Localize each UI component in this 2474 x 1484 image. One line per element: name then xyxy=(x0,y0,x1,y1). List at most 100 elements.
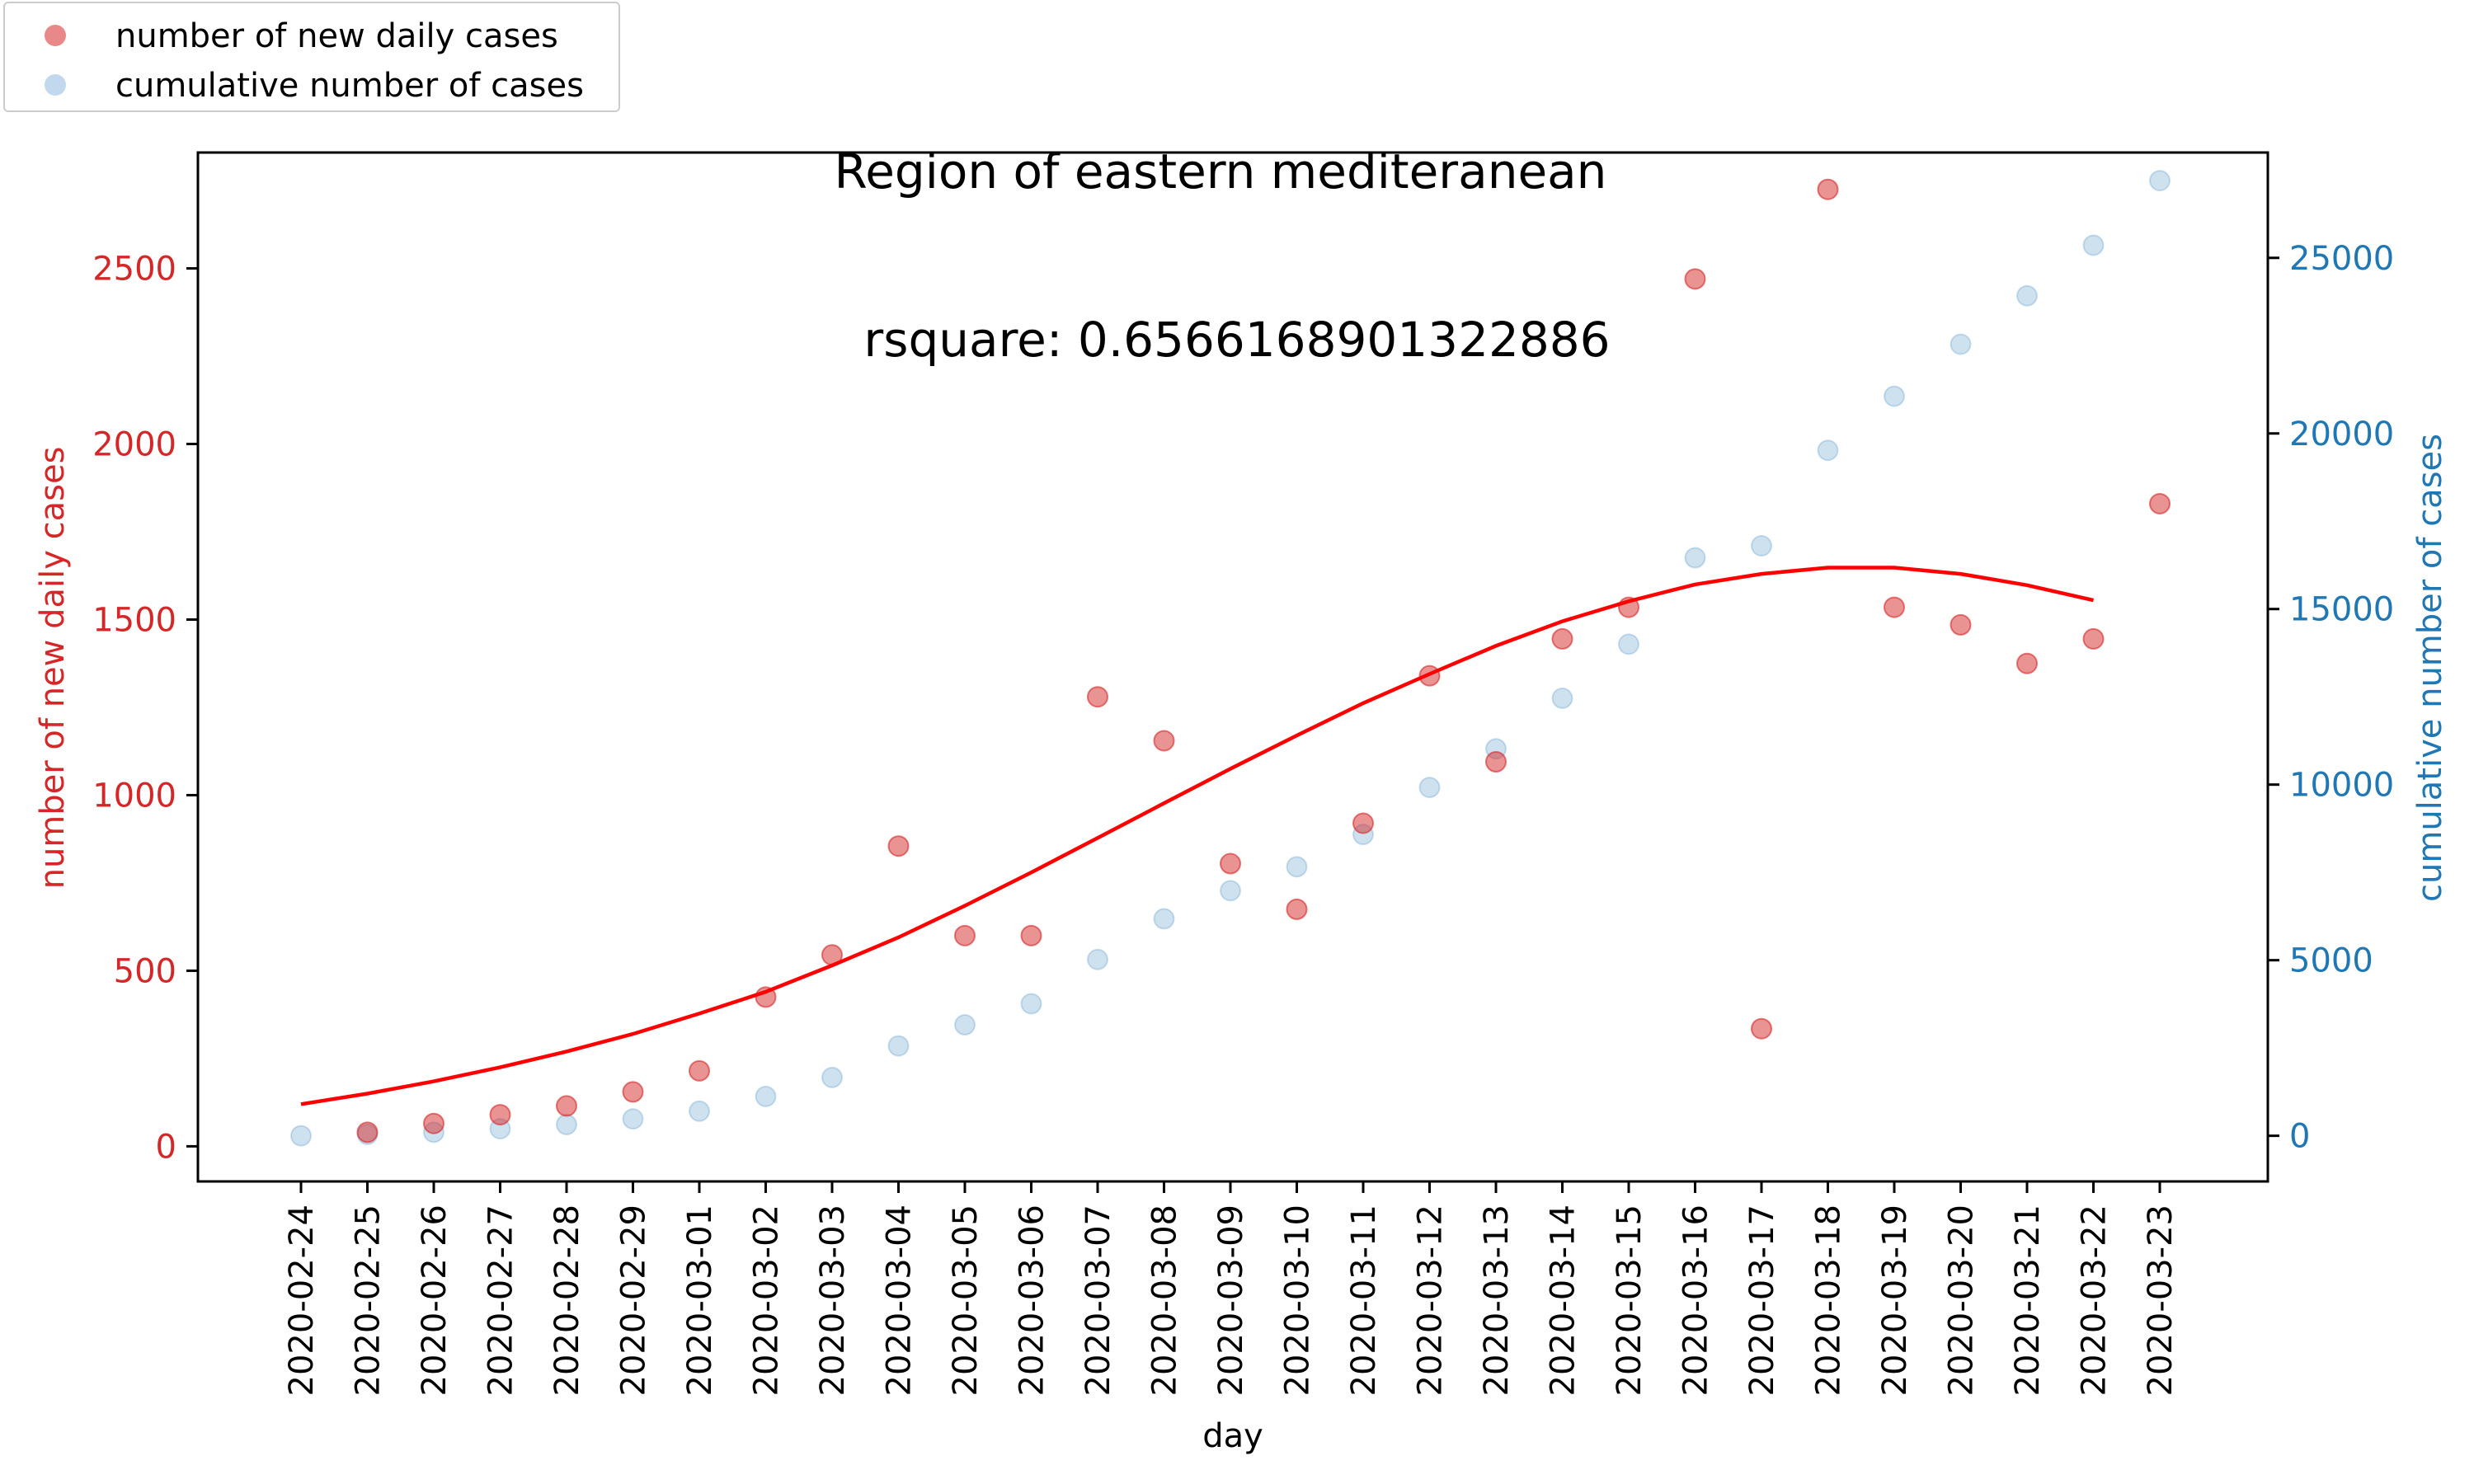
new-cases-point xyxy=(2082,627,2105,650)
new-cases-point xyxy=(556,1095,577,1117)
right-tick-label: 5000 xyxy=(2289,942,2373,980)
x-tick-label: 2020-03-14 xyxy=(1545,1205,1583,1396)
right-axis-ticks: 0 5000 10000 15000 20000 25000 xyxy=(2268,240,2394,1156)
x-tick-label: 2020-02-24 xyxy=(283,1205,321,1396)
cumulative-point xyxy=(821,1066,843,1088)
x-tick-label: 2020-03-07 xyxy=(1079,1205,1117,1396)
cumulative-point xyxy=(2016,284,2038,307)
cumulative-point xyxy=(1950,333,1972,355)
cumulative-point xyxy=(1817,439,1839,462)
new-cases-point xyxy=(1286,898,1308,920)
x-tick-label: 2020-02-28 xyxy=(548,1205,586,1396)
legend-marker-cumulative xyxy=(45,74,66,96)
left-axis-label: number of new daily cases xyxy=(34,447,72,890)
cumulative-point xyxy=(2149,170,2171,192)
x-tick-label: 2020-02-25 xyxy=(350,1205,388,1396)
cumulative-point xyxy=(1684,547,1706,569)
x-tick-label: 2020-03-21 xyxy=(2009,1205,2047,1396)
new-cases-point xyxy=(1684,268,1706,290)
x-tick-label: 2020-03-06 xyxy=(1014,1205,1051,1396)
left-axis-ticks: 0 500 1000 1500 2000 2500 xyxy=(92,251,198,1166)
cumulative-point xyxy=(290,1125,312,1147)
x-tick-label: 2020-02-26 xyxy=(416,1205,454,1396)
new-cases-point xyxy=(1352,812,1374,834)
cumulative-point xyxy=(2082,234,2105,256)
cumulative-point xyxy=(1286,856,1308,878)
cumulative-point xyxy=(1751,535,1772,557)
new-cases-point xyxy=(954,924,976,946)
new-cases-point xyxy=(622,1081,644,1103)
right-tick-label: 20000 xyxy=(2289,416,2394,453)
new-cases-point xyxy=(356,1121,379,1144)
new-cases-point xyxy=(1020,924,1042,946)
legend-label-cumulative: cumulative number of cases xyxy=(115,67,584,105)
chart-title-line-1: Region of eastern mediteranean xyxy=(834,143,1607,200)
new-cases-point xyxy=(1884,596,1905,618)
plot-frame xyxy=(196,151,2269,1183)
cumulative-point xyxy=(1884,385,1905,407)
cumulative-point xyxy=(1153,908,1175,930)
x-tick-label: 2020-03-13 xyxy=(1478,1205,1516,1396)
x-tick-label: 2020-03-19 xyxy=(1876,1205,1914,1396)
new-cases-point xyxy=(2016,652,2038,674)
left-tick-label: 0 xyxy=(156,1128,176,1166)
new-cases-point xyxy=(1751,1017,1772,1040)
x-tick-label: 2020-03-23 xyxy=(2142,1205,2180,1396)
legend-item-new-cases: number of new daily cases xyxy=(5,15,615,56)
x-tick-label: 2020-02-29 xyxy=(615,1205,653,1396)
cumulative-point xyxy=(556,1113,577,1135)
new-cases-point xyxy=(2149,492,2171,514)
x-axis-ticks: 2020-02-24 2020-02-25 2020-02-26 2020-02-27… xyxy=(283,1181,2180,1396)
cumulative-point xyxy=(689,1100,710,1122)
new-cases-point xyxy=(1485,751,1507,773)
chart-title: Region of eastern mediteranean rsquare: … xyxy=(808,31,1633,424)
cumulative-point xyxy=(1220,880,1241,902)
x-tick-label: 2020-03-18 xyxy=(1810,1205,1848,1396)
x-tick-label: 2020-03-04 xyxy=(881,1205,919,1396)
x-tick-label: 2020-03-20 xyxy=(1943,1205,1981,1396)
cumulative-point xyxy=(1551,687,1573,709)
new-cases-point xyxy=(489,1104,511,1126)
new-cases-point xyxy=(887,835,910,857)
right-tick-label: 0 xyxy=(2289,1118,2310,1156)
cumulative-point xyxy=(1020,993,1042,1015)
left-tick-label: 1500 xyxy=(92,601,176,639)
cumulative-point xyxy=(622,1108,644,1130)
x-tick-label: 2020-03-16 xyxy=(1677,1205,1715,1396)
right-tick-label: 15000 xyxy=(2289,591,2394,629)
x-tick-label: 2020-03-08 xyxy=(1146,1205,1184,1396)
left-tick-label: 2500 xyxy=(92,251,176,289)
cumulative-point xyxy=(954,1014,976,1036)
legend: number of new daily cases cumulative num… xyxy=(3,2,620,112)
fit-curve xyxy=(300,566,2094,1106)
x-tick-label: 2020-03-03 xyxy=(814,1205,852,1396)
cumulative-point xyxy=(755,1085,777,1107)
legend-label-new-cases: number of new daily cases xyxy=(115,17,558,55)
x-tick-label: 2020-03-10 xyxy=(1279,1205,1317,1396)
cumulative-point xyxy=(887,1035,910,1057)
x-tick-label: 2020-03-22 xyxy=(2076,1205,2114,1396)
new-cases-point xyxy=(689,1059,710,1082)
fit-curve-group xyxy=(300,566,2094,1106)
x-tick-label: 2020-03-15 xyxy=(1611,1205,1649,1396)
x-tick-label: 2020-03-01 xyxy=(681,1205,719,1396)
right-tick-label: 10000 xyxy=(2289,767,2394,805)
x-tick-label: 2020-03-02 xyxy=(748,1205,786,1396)
new-cases-series xyxy=(356,178,2171,1144)
left-tick-label: 1000 xyxy=(92,777,176,815)
new-cases-point xyxy=(1817,178,1839,200)
x-tick-label: 2020-03-11 xyxy=(1345,1205,1383,1396)
new-cases-point xyxy=(1153,730,1175,752)
left-tick-label: 2000 xyxy=(92,426,176,464)
x-tick-label: 2020-02-27 xyxy=(482,1205,520,1396)
x-tick-label: 2020-03-12 xyxy=(1412,1205,1450,1396)
x-tick-label: 2020-03-17 xyxy=(1743,1205,1781,1396)
new-cases-point xyxy=(1551,627,1573,650)
right-axis-label: cumulative number of cases xyxy=(2411,434,2449,902)
new-cases-point xyxy=(1220,852,1241,875)
new-cases-point xyxy=(1087,686,1108,708)
x-axis-label: day xyxy=(1202,1417,1263,1455)
cumulative-point xyxy=(1418,777,1441,799)
legend-marker-new-cases xyxy=(45,25,66,46)
